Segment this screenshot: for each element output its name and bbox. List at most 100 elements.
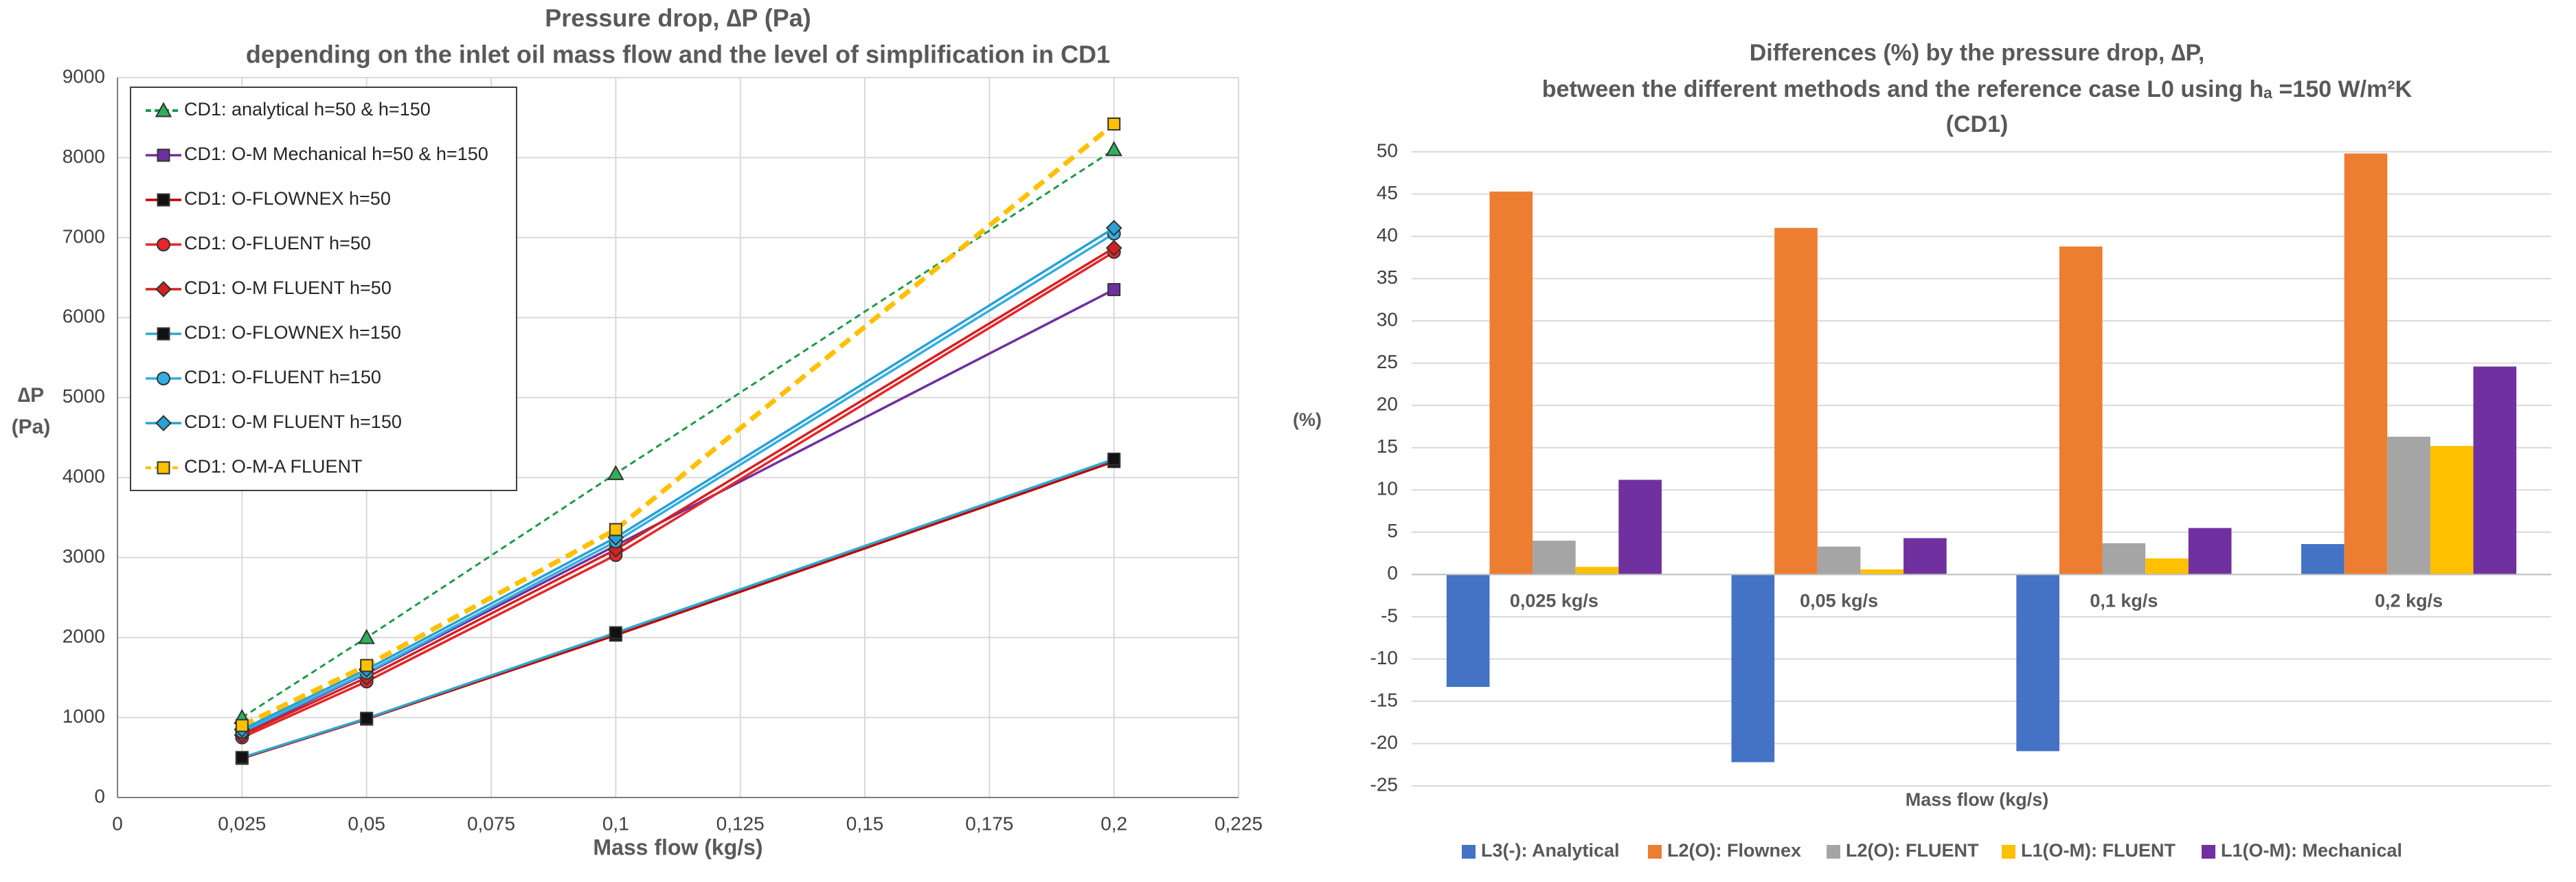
legend-label: CD1: O-M-A FLUENT [184, 456, 363, 477]
bar [1774, 227, 1818, 575]
bar [2188, 528, 2232, 575]
y-tick-label: 4000 [63, 466, 105, 487]
chart-title: Differences (%) by the pressure drop, ∆P… [1750, 40, 2205, 66]
bar [1618, 479, 1662, 575]
legend-marker [155, 415, 172, 431]
y-tick-label: -25 [1370, 773, 1398, 795]
y-tick-label: 0 [1387, 563, 1398, 584]
x-axis-label: Mass flow (kg/s) [593, 835, 762, 859]
x-axis-label: Mass flow (kg/s) [1906, 789, 2049, 810]
series-line [241, 148, 1115, 719]
x-tick-label: 0,125 [716, 813, 765, 834]
y-tick-label: 5000 [63, 385, 105, 407]
data-point [609, 626, 622, 640]
data-point [358, 629, 375, 644]
legend-marker [157, 327, 170, 341]
legend-label: L1(O-M): Mechanical [2221, 840, 2402, 861]
y-axis-label: (%) [1293, 409, 1322, 430]
series-line [241, 232, 1115, 734]
bar [2430, 446, 2474, 575]
data-point [1105, 220, 1122, 236]
x-tick-label: 0,05 [348, 813, 385, 834]
legend-swatch [2202, 845, 2215, 859]
series-line [241, 227, 1115, 731]
legend-swatch [2002, 845, 2015, 859]
series-line [241, 247, 1115, 736]
legend-label: CD1: O-FLUENT h=50 [184, 233, 371, 253]
series-line [241, 251, 1115, 739]
y-tick-label: 45 [1377, 182, 1398, 203]
legend-label: CD1: O-FLOWNEX h=50 [184, 188, 391, 209]
x-tick-label: 0,1 [602, 813, 629, 834]
data-point [607, 464, 624, 480]
chart-title: (CD1) [1946, 111, 2009, 137]
x-tick-label: 0,2 kg/s [2375, 590, 2443, 611]
data-point [1107, 452, 1121, 466]
y-tick-label: 9000 [63, 65, 105, 87]
legend-marker [157, 238, 170, 251]
data-point [360, 659, 374, 672]
x-tick-label: 0 [112, 813, 123, 834]
bar [1731, 574, 1775, 762]
y-tick-label: 2000 [63, 626, 105, 647]
legend-label: L1(O-M): FLUENT [2021, 840, 2176, 861]
y-tick-label: 3000 [63, 545, 105, 567]
legend-label: CD1: O-M FLUENT h=50 [184, 278, 392, 298]
x-tick-label: 0,075 [467, 813, 515, 834]
bar [1860, 569, 1904, 575]
bar [2016, 574, 2059, 751]
data-point [235, 719, 249, 732]
y-axis-label: ∆P [18, 384, 44, 407]
legend-label: L2(O): FLUENT [1846, 840, 1979, 861]
y-tick-label: -5 [1381, 604, 1398, 626]
data-point [235, 751, 249, 765]
legend-marker [155, 102, 172, 117]
legend-swatch [1648, 845, 1662, 859]
legend-label: L3(-): Analytical [1481, 840, 1620, 861]
data-point [1107, 283, 1121, 297]
series-line [241, 457, 1115, 759]
y-axis-label: (Pa) [12, 416, 51, 438]
y-tick-label: 30 [1377, 309, 1398, 330]
legend-label: CD1: O-FLOWNEX h=150 [184, 322, 401, 343]
x-tick-label: 0,025 [218, 813, 266, 834]
legend-swatch [1462, 845, 1476, 859]
y-tick-label: 10 [1377, 478, 1398, 499]
legend-label: CD1: O-FLUENT h=150 [184, 367, 381, 387]
y-tick-label: 1000 [63, 705, 105, 727]
y-tick-label: 15 [1377, 436, 1398, 457]
bar [1489, 191, 1533, 575]
bar [1903, 538, 1947, 575]
series-line [240, 122, 1116, 728]
legend-label: CD1: O-M FLUENT h=150 [184, 411, 402, 432]
bar [2473, 366, 2517, 575]
legend-marker [157, 372, 170, 385]
legend-swatch [1827, 845, 1840, 859]
y-tick-label: -20 [1370, 732, 1398, 753]
data-point [1105, 141, 1122, 157]
bar [1533, 541, 1576, 575]
chart-title: depending on the inlet oil mass flow and… [246, 41, 1110, 69]
y-tick-label: 40 [1377, 224, 1398, 245]
data-point [1105, 240, 1122, 256]
bar [2301, 544, 2345, 575]
data-point [360, 712, 374, 725]
bar [1575, 567, 1619, 575]
data-point [1107, 117, 1121, 131]
x-tick-label: 0,05 kg/s [1800, 590, 1878, 611]
bar [2387, 436, 2430, 575]
bar [2145, 558, 2189, 575]
legend-marker [155, 281, 172, 297]
x-tick-label: 0,225 [1214, 813, 1263, 834]
legend-marker [157, 193, 170, 207]
y-tick-label: 50 [1377, 139, 1398, 161]
y-tick-label: 35 [1377, 267, 1398, 288]
chart-title: between the different methods and the re… [1542, 76, 2413, 102]
y-tick-label: 25 [1377, 351, 1398, 372]
x-tick-label: 0,175 [965, 813, 1013, 834]
legend-marker [157, 461, 170, 475]
x-tick-label: 0,025 kg/s [1510, 590, 1598, 611]
x-tick-label: 0,15 [846, 813, 884, 834]
legend-marker [157, 148, 170, 162]
